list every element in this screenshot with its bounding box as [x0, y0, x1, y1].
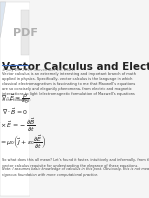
Text: $\nabla \times \vec{B} = \mu_0 \left( \vec{J} + \varepsilon_0 \dfrac{\partial \v: $\nabla \times \vec{B} = \mu_0 \left( \v…: [0, 134, 47, 151]
Text: Note: I assumes basic knowledge of calculus in this post. Obviously, this is not: Note: I assumes basic knowledge of calcu…: [2, 167, 149, 176]
Text: Vector calculus is an extremely interesting and important branch of math
applied: Vector calculus is an extremely interest…: [2, 72, 136, 102]
Polygon shape: [0, 2, 6, 38]
Text: So what does this all mean? Let's found it faster, intuitively and informally, f: So what does this all mean? Let's found …: [2, 158, 149, 168]
FancyBboxPatch shape: [21, 10, 29, 55]
Text: PDF: PDF: [13, 28, 38, 38]
FancyBboxPatch shape: [0, 2, 30, 196]
Text: # July 26, 2019 (November 25, 2021): # July 26, 2019 (November 25, 2021): [2, 68, 75, 72]
Text: $\nabla \cdot \vec{B} = 0$: $\nabla \cdot \vec{B} = 0$: [2, 107, 28, 117]
Text: $\nabla \cdot \vec{E} = \dfrac{\rho}{\varepsilon_0}$: $\nabla \cdot \vec{E} = \dfrac{\rho}{\va…: [1, 92, 29, 106]
Text: $\nabla \times \vec{E} = -\dfrac{\partial \vec{B}}{\partial t}$: $\nabla \times \vec{E} = -\dfrac{\partia…: [0, 117, 35, 134]
Text: Vector Calculus and Electromagnetism: Vector Calculus and Electromagnetism: [2, 62, 149, 72]
